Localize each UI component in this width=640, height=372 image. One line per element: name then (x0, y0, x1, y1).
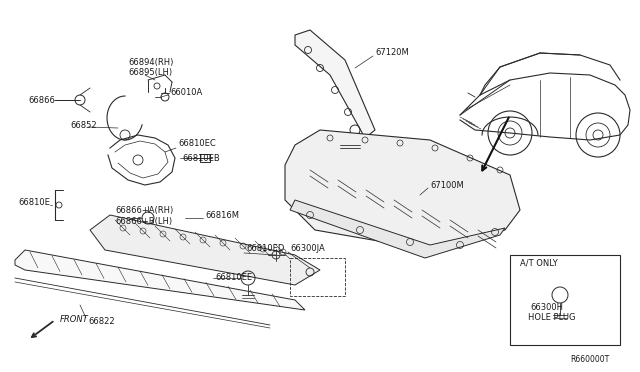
Text: 66852: 66852 (70, 121, 97, 129)
Text: 66010A: 66010A (170, 87, 202, 96)
Text: 66810EB: 66810EB (182, 154, 220, 163)
Text: HOLE PLUG: HOLE PLUG (528, 314, 575, 323)
Text: 66866: 66866 (28, 96, 55, 105)
Text: 66810E: 66810E (18, 198, 50, 206)
Bar (510, 255, 620, 345)
Text: 66816M: 66816M (205, 211, 239, 219)
Polygon shape (90, 215, 320, 285)
Text: 66866+A(RH): 66866+A(RH) (115, 205, 173, 215)
Polygon shape (295, 30, 375, 138)
Text: A/T ONLY: A/T ONLY (520, 259, 557, 267)
Bar (200, 154, 210, 162)
Text: 66810EC: 66810EC (178, 138, 216, 148)
Text: 66810ED: 66810ED (246, 244, 284, 253)
Text: 66866+B(LH): 66866+B(LH) (115, 217, 172, 225)
Polygon shape (285, 130, 520, 250)
Text: R660000T: R660000T (570, 356, 609, 365)
Text: 66300H: 66300H (530, 304, 563, 312)
Text: 67100M: 67100M (430, 180, 464, 189)
Text: 66895(LH): 66895(LH) (128, 67, 172, 77)
Bar (290, 258, 345, 296)
Text: 66822: 66822 (88, 317, 115, 327)
Text: 66894(RH): 66894(RH) (128, 58, 173, 67)
Text: 66300JA: 66300JA (290, 244, 324, 253)
Text: FRONT: FRONT (60, 315, 89, 324)
Polygon shape (290, 200, 505, 258)
Text: 67120M: 67120M (375, 48, 409, 57)
Text: 66810EE: 66810EE (215, 273, 252, 282)
Polygon shape (15, 250, 305, 310)
